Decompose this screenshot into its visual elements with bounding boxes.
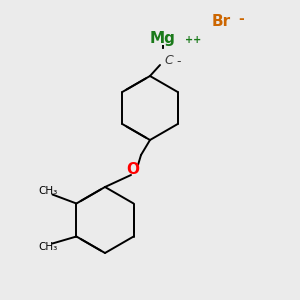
- Text: ++: ++: [185, 35, 201, 45]
- Text: Mg: Mg: [150, 31, 176, 46]
- Text: Br: Br: [212, 14, 231, 28]
- Text: CH₃: CH₃: [39, 242, 58, 251]
- Text: -: -: [177, 56, 181, 68]
- Text: CH₃: CH₃: [39, 187, 58, 196]
- Text: -: -: [238, 12, 244, 26]
- Text: C: C: [165, 53, 173, 67]
- Text: O: O: [127, 163, 140, 178]
